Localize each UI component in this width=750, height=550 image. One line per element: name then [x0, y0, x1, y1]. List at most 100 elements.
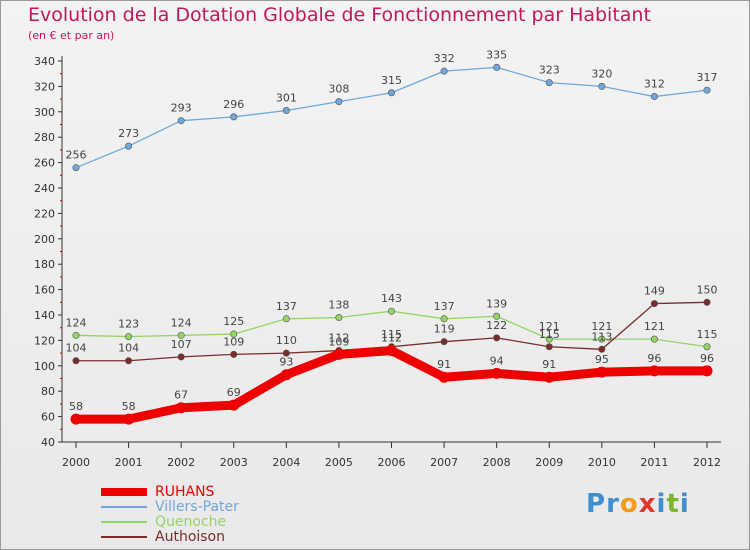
data-label: 138: [328, 299, 349, 312]
data-point: [545, 335, 553, 343]
y-tick-label: 260: [34, 157, 55, 170]
data-point: [598, 82, 606, 90]
x-tick-label: 2010: [588, 456, 616, 469]
x-tick-label: 2009: [535, 456, 563, 469]
legend-item: Quenoche: [101, 515, 361, 530]
data-point: [440, 67, 448, 75]
data-label: 312: [644, 78, 665, 91]
data-label: 115: [697, 328, 718, 341]
logo-letter: x: [638, 489, 657, 519]
data-label: 293: [171, 102, 192, 115]
data-label: 115: [381, 328, 402, 341]
data-label: 121: [591, 320, 612, 333]
logo-letter: t: [666, 489, 680, 519]
legend-label: Quenoche: [155, 514, 227, 530]
x-tick-label: 2008: [483, 456, 511, 469]
logo-letter: o: [619, 489, 639, 519]
data-point: [543, 371, 555, 383]
data-label: 107: [171, 338, 192, 351]
data-point: [280, 369, 292, 381]
data-label: 104: [66, 342, 87, 355]
data-point: [493, 334, 501, 342]
x-tick-label: 2011: [640, 456, 668, 469]
data-point: [650, 93, 658, 101]
data-point: [650, 300, 658, 308]
data-point: [335, 98, 343, 106]
data-label: 95: [595, 353, 609, 366]
data-label: 122: [486, 319, 507, 332]
data-label: 335: [486, 48, 507, 61]
data-label: 256: [66, 149, 87, 162]
data-label: 139: [486, 297, 507, 310]
x-tick-label: 2006: [378, 456, 406, 469]
logo-letter: i: [656, 489, 667, 519]
legend-label: Villers-Pater: [155, 499, 239, 515]
x-tick-label: 2003: [220, 456, 248, 469]
legend-item: Villers-Pater: [101, 500, 361, 515]
data-label: 125: [223, 315, 244, 328]
data-label: 123: [118, 318, 139, 331]
data-label: 296: [223, 98, 244, 111]
data-label: 58: [69, 400, 83, 413]
data-point: [125, 142, 133, 150]
legend-item: Authoison: [101, 530, 361, 545]
legend-label: RUHANS: [155, 484, 215, 500]
data-point: [703, 298, 711, 306]
legend-swatch: [101, 506, 147, 508]
data-label: 137: [434, 300, 455, 313]
data-point: [493, 63, 501, 71]
data-label: 273: [118, 127, 139, 140]
data-point: [545, 79, 553, 87]
data-label: 124: [171, 316, 192, 329]
data-label: 149: [644, 285, 665, 298]
data-label: 323: [539, 64, 560, 77]
data-label: 320: [591, 67, 612, 80]
y-tick-label: 180: [34, 258, 55, 271]
data-point: [177, 117, 185, 125]
y-tick-label: 60: [41, 411, 55, 424]
series-line: [71, 346, 712, 424]
data-label: 96: [647, 352, 661, 365]
data-point: [440, 315, 448, 323]
data-label: 112: [328, 332, 349, 345]
data-point: [230, 350, 238, 358]
data-label: 113: [591, 330, 612, 343]
series-villers-pater: 256 273 293 296 301 308 315 332 335 323 320 312 317: [66, 48, 718, 172]
legend-swatch: [101, 521, 147, 523]
data-label: 91: [437, 358, 451, 371]
chart-title: Evolution de la Dotation Globale de Fonc…: [28, 4, 651, 26]
y-tick-label: 40: [41, 436, 55, 449]
data-point: [491, 367, 503, 379]
legend-swatch: [101, 488, 147, 496]
data-point: [282, 315, 290, 323]
data-point: [701, 365, 713, 377]
data-label: 110: [276, 334, 297, 347]
legend-label: Authoison: [155, 529, 225, 545]
data-point: [228, 399, 240, 411]
x-tick-label: 2005: [325, 456, 353, 469]
y-tick-label: 140: [34, 309, 55, 322]
data-label: 332: [434, 52, 455, 65]
data-point: [72, 357, 80, 365]
data-label: 112: [381, 332, 402, 345]
data-point: [703, 343, 711, 351]
data-label: 58: [122, 400, 136, 413]
data-point: [175, 402, 187, 414]
x-tick-label: 2000: [62, 456, 90, 469]
data-label: 317: [697, 71, 718, 84]
data-label: 121: [539, 320, 560, 333]
legend: RUHANS Villers-Pater Quenoche Authoison: [101, 485, 361, 545]
data-point: [177, 331, 185, 339]
data-label: 124: [66, 316, 87, 329]
data-point: [703, 86, 711, 94]
y-tick-label: 160: [34, 284, 55, 297]
data-point: [438, 371, 450, 383]
data-point: [648, 365, 660, 377]
data-point: [598, 335, 606, 343]
data-label: 143: [381, 292, 402, 305]
data-point: [70, 413, 82, 425]
data-label: 109: [223, 335, 244, 348]
data-point: [598, 345, 606, 353]
